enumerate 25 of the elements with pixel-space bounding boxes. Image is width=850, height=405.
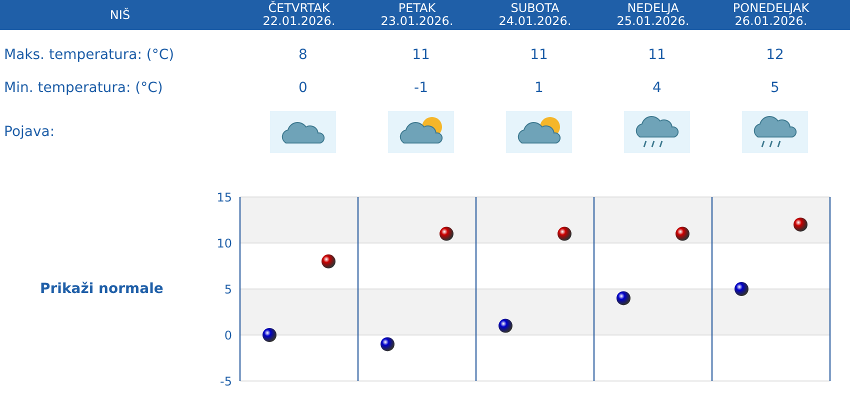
text: Maks. temperatura: (°C) [3,46,176,62]
y-tick-label: 10 [216,236,232,250]
data-label: 0 [298,80,308,96]
data-label: 11 [411,46,431,62]
data-label: 12 [765,46,785,62]
text: NIŠ [108,6,132,24]
data-label: 11 [647,46,667,62]
text: SUBOTA 24.01.2026. [498,0,572,28]
y-tick-label: 5 [224,282,232,296]
data-label: 8 [298,46,308,62]
text: Min. temperatura: (°C) [3,80,164,96]
text: Prikaži normale [40,281,164,297]
text: PONEDELJAK 26.01.2026. [732,0,810,28]
data-label: 1 [534,80,544,96]
y-tick-label: -5 [220,374,232,388]
data-label: 4 [652,80,662,96]
text: NEDELJA 25.01.2026. [616,0,690,28]
data-label: 5 [770,80,780,96]
text: ČETVRTAK 22.01.2026. [262,0,336,28]
text: PETAK 23.01.2026. [380,0,454,28]
data-label: 11 [529,46,549,62]
text: Pojava: [3,124,56,140]
y-tick-label: 15 [216,190,232,204]
data-label: -1 [413,80,429,96]
y-tick-label: 0 [224,328,232,342]
